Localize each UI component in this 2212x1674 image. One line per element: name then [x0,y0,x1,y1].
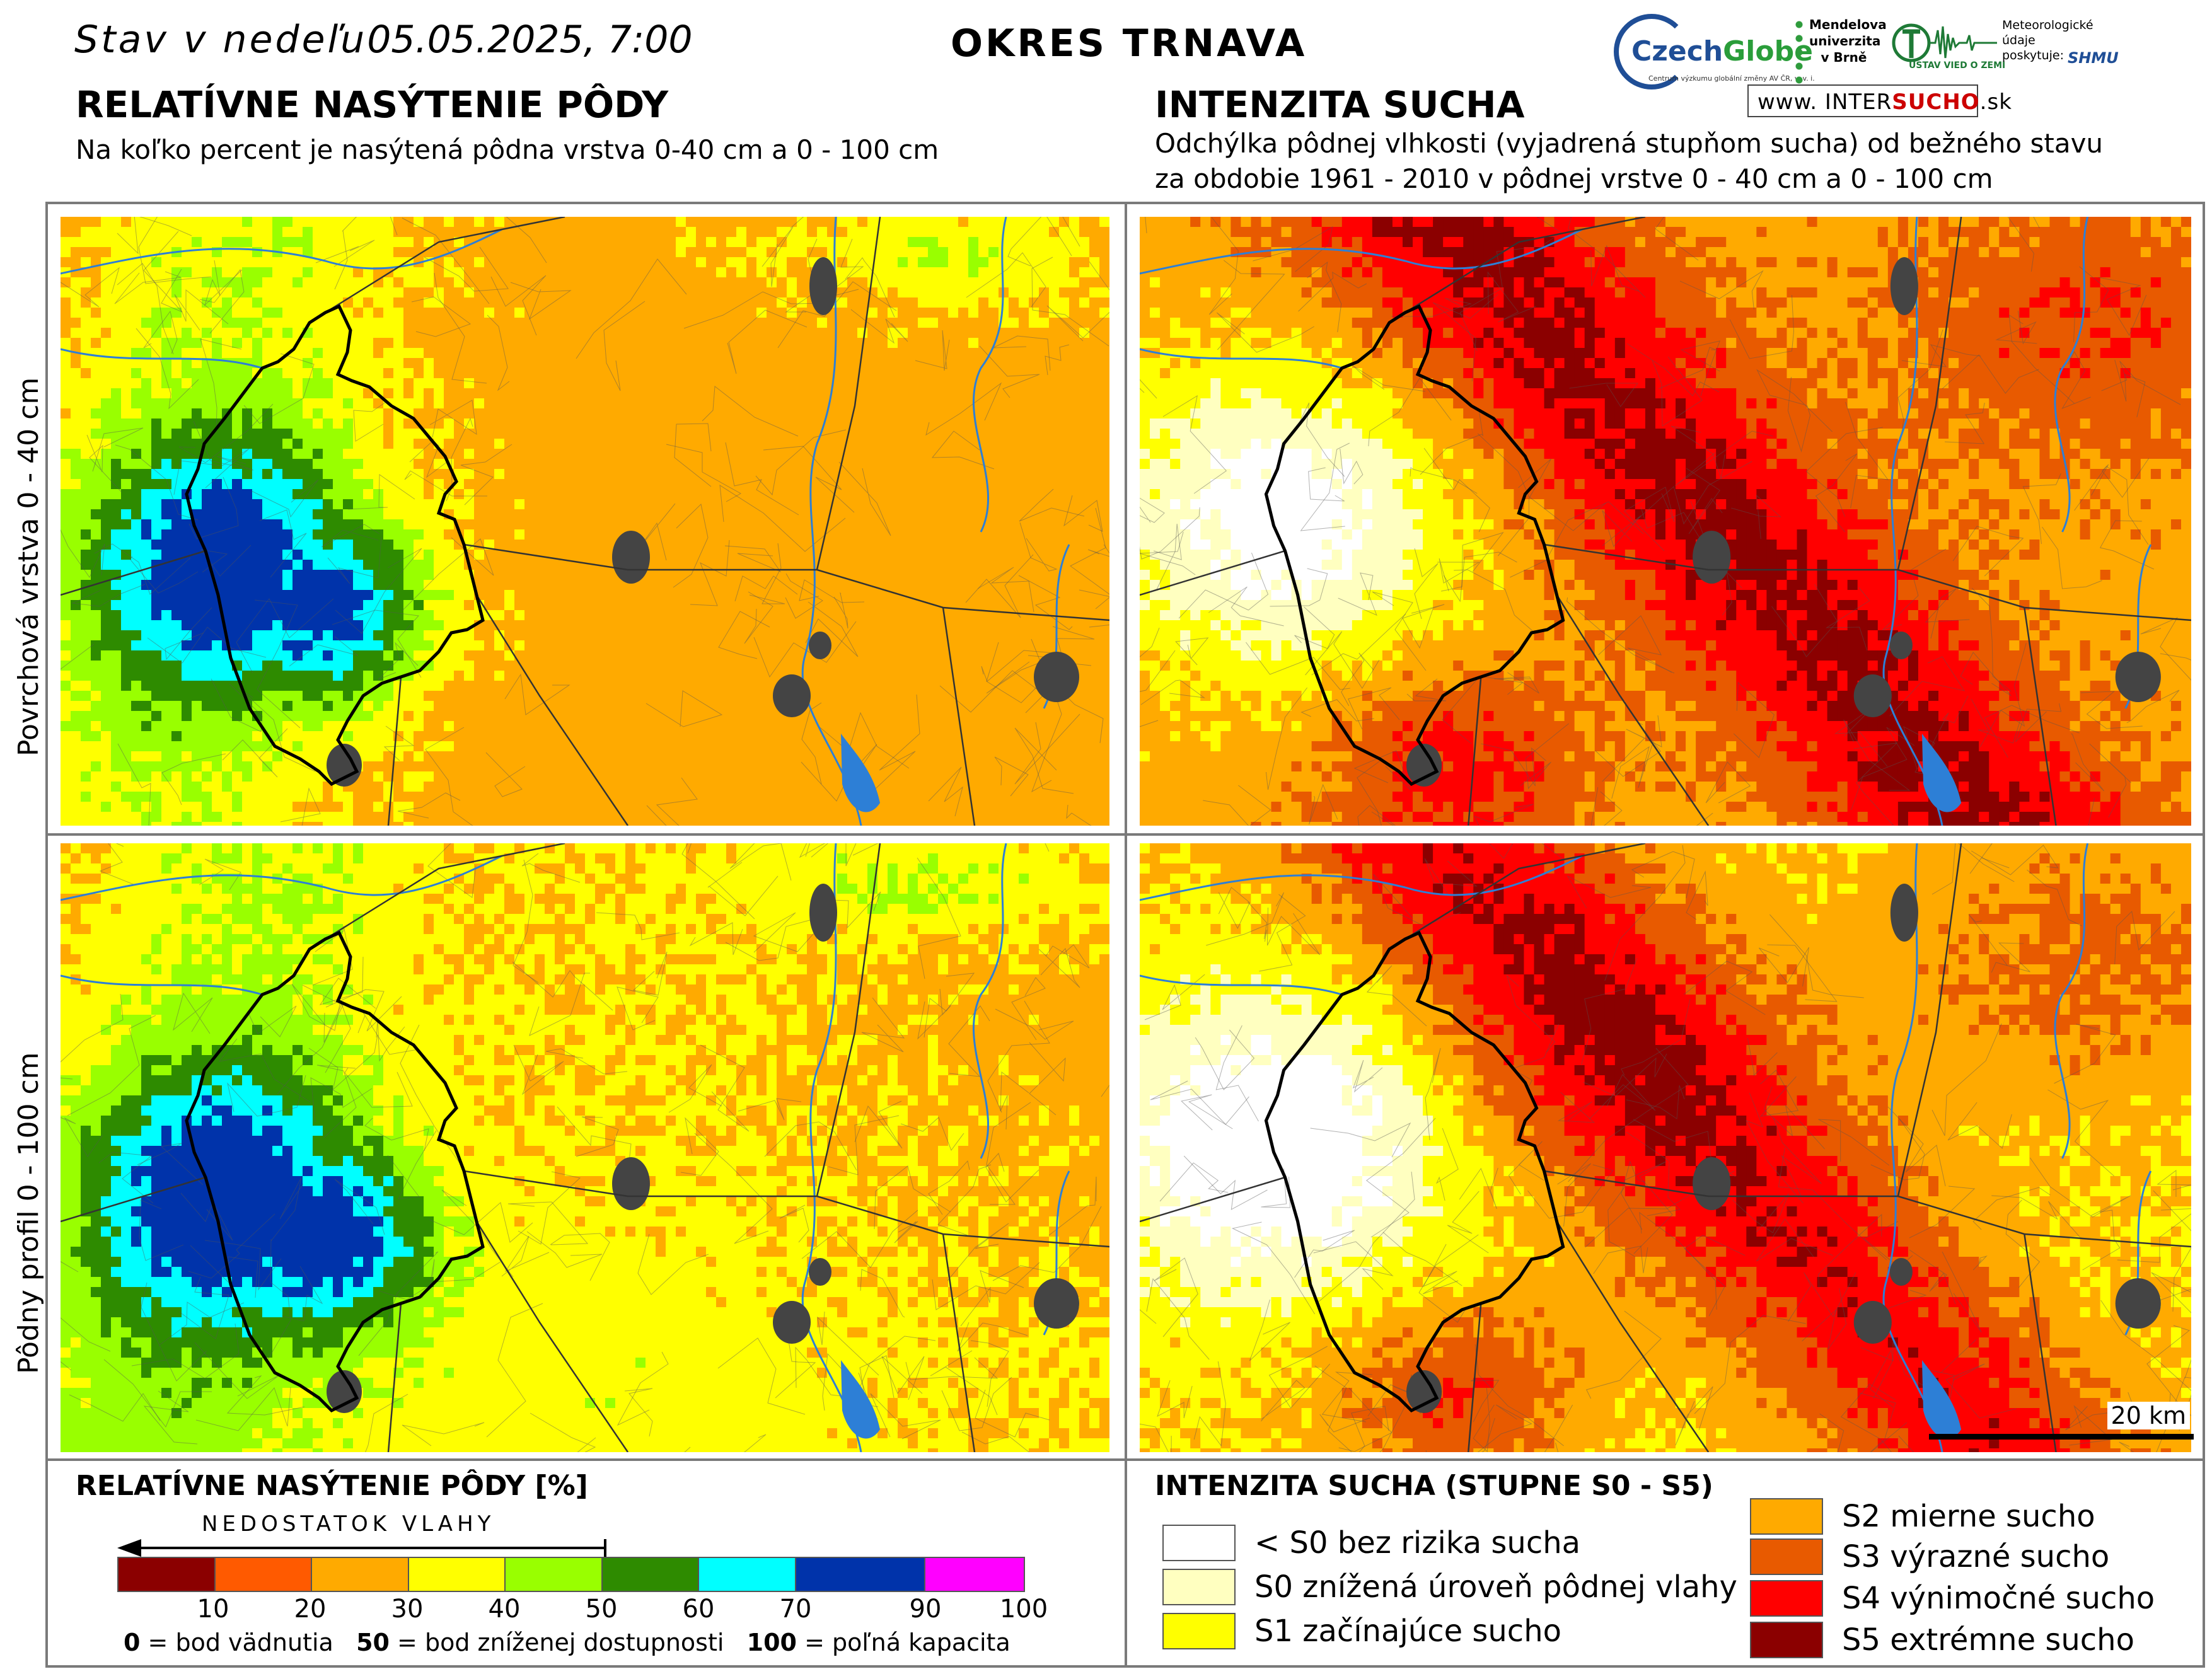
globe-ring-icon [1614,14,1689,89]
saturation-colorbar [117,1557,1025,1592]
row-label-bottom: Pôdny profil 0 - 100 cm [13,1053,45,1375]
legend-label: < S0 bez rizika sucha [1254,1525,1580,1561]
saturation-legend-notes: 0 = bod vädnutia 50 = bod zníženej dostu… [124,1629,1010,1656]
scale-bar: 20 km [1929,1400,2194,1445]
legend-swatch [1162,1613,1236,1649]
legend-swatch [1750,1498,1823,1535]
colorbar-segment [215,1558,313,1591]
dots-icon [1794,18,1804,87]
colorbar-tick-label: 10 [197,1595,229,1624]
czechglobe-tagline: Centrum výzkumu globální změny AV ČR, v.… [1648,74,1815,83]
legend-label: S0 znížená úroveň pôdnej vlahy [1254,1569,1737,1605]
legend-label: S2 mierne sucho [1842,1499,2095,1534]
intersucho-link[interactable]: www. INTERSUCHO.sk [1747,84,2012,117]
map-drought-profile[interactable] [1140,843,2191,1452]
map-drought-topsoil[interactable] [1140,217,2191,826]
map-saturation-profile[interactable] [61,843,1109,1452]
drought-subtitle-line2: za obdobie 1961 - 2010 v pôdnej vrstve 0… [1155,161,2103,197]
legend-label: S3 výrazné sucho [1842,1539,2109,1574]
czechglobe-name: CzechGlobe [1631,35,1813,67]
drought-raster [1140,217,2191,826]
czechglobe-logo[interactable]: CzechGlobe Centrum výzkumu globální změn… [1614,14,1815,89]
date-value: 05.05.2025, 7:00 [367,18,692,62]
legend-label: S5 extrémne sucho [1842,1622,2134,1658]
meteo-provider[interactable]: Meteorologické údaje poskytuje: SHMU [2002,18,2128,87]
intersucho-text: www. INTERSUCHO.sk [1757,89,2012,115]
legend-swatch [1162,1525,1236,1561]
colorbar-segment [602,1558,700,1591]
saturation-subtitle: Na koľko percent je nasýtená pôdna vrstv… [76,132,939,168]
seismograph-icon [1892,23,1997,62]
row-label-top: Povrchová vrstva 0 - 40 cm [13,378,45,756]
district-boundary [185,304,485,787]
panel-divider-middle [45,833,2205,836]
legend-label: S1 začínajúce sucho [1254,1613,1561,1649]
colorbar-tick-label: 40 [489,1595,521,1624]
mendel-name: Mendelova univerzita v Brně [1809,16,1887,66]
arrow-left-icon [117,1539,606,1557]
scale-line [1929,1434,2194,1440]
drought-legend-item: < S0 bez rizika sucha [1162,1524,1580,1562]
colorbar-segment [506,1558,603,1591]
drought-legend-item: S4 výnimočné sucho [1750,1579,2155,1617]
uvz-logo[interactable]: ÚSTAV VIED O ZEMI [1891,18,2005,87]
panel-divider-vertical [1125,202,1127,1668]
drought-title: INTENZITA SUCHA [1155,83,1525,126]
colorbar-tick-label: 90 [910,1595,942,1624]
colorbar-segment [408,1558,506,1591]
saturation-legend-title: RELATÍVNE NASÝTENIE PÔDY [%] [76,1470,588,1502]
district-boundary [1264,930,1565,1413]
legend-swatch [1750,1580,1823,1617]
colorbar-segment [699,1558,797,1591]
drought-legend-title: INTENZITA SUCHA (STUPNE S0 - S5) [1155,1470,1713,1502]
colorbar-segment [312,1558,409,1591]
drought-raster [1140,843,2191,1452]
district-boundary [1264,304,1565,787]
drought-legend-item: S1 začínajúce sucho [1162,1612,1561,1650]
colorbar-tick-label: 30 [391,1595,424,1624]
date-prefix: Stav v nedeľu [74,18,367,62]
drought-legend-item: S0 znížená úroveň pôdnej vlahy [1162,1568,1737,1606]
legend-swatch [1750,1538,1823,1575]
colorbar-segment [119,1558,216,1591]
colorbar-tick-label: 100 [1000,1595,1048,1624]
uvz-name: ÚSTAV VIED O ZEMI [1909,61,2005,71]
saturation-raster [61,217,1109,826]
colorbar-tick-label: 70 [780,1595,812,1624]
legend-swatch [1162,1569,1236,1605]
saturation-raster [61,843,1109,1452]
deficit-arrow-label: NEDOSTATOK VLAHY [202,1511,495,1537]
date-line: Stav v nedeľu05.05.2025, 7:00 [74,18,693,62]
legend-label: S4 výnimočné sucho [1842,1581,2155,1616]
map-saturation-topsoil[interactable] [61,217,1109,826]
colorbar-tick-label: 60 [683,1595,715,1624]
shmu-logo: SHMU [2068,49,2119,67]
saturation-title: RELATÍVNE NASÝTENIE PÔDY [76,83,668,126]
panel-divider-legend [45,1458,2205,1461]
drought-subtitle-line1: Odchýlka pôdnej vlhkosti (vyjadrená stup… [1155,126,2103,161]
colorbar-tick-label: 20 [294,1595,327,1624]
scale-label: 20 km [2107,1402,2190,1429]
district-boundary [185,930,485,1413]
region-title: OKRES TRNAVA [951,21,1307,66]
colorbar-segment [796,1558,926,1591]
drought-legend-item: S5 extrémne sucho [1750,1621,2134,1659]
drought-subtitle: Odchýlka pôdnej vlhkosti (vyjadrená stup… [1155,126,2103,197]
colorbar-tick-label: 50 [586,1595,618,1624]
meteo-text: Meteorologické údaje poskytuje: [2002,18,2128,63]
drought-legend-item: S3 výrazné sucho [1750,1538,2109,1576]
drought-legend-item: S2 mierne sucho [1750,1498,2095,1535]
legend-swatch [1750,1622,1823,1658]
mendel-logo[interactable]: Mendelova univerzita v Brně [1794,14,1887,89]
colorbar-segment [925,1558,1024,1591]
